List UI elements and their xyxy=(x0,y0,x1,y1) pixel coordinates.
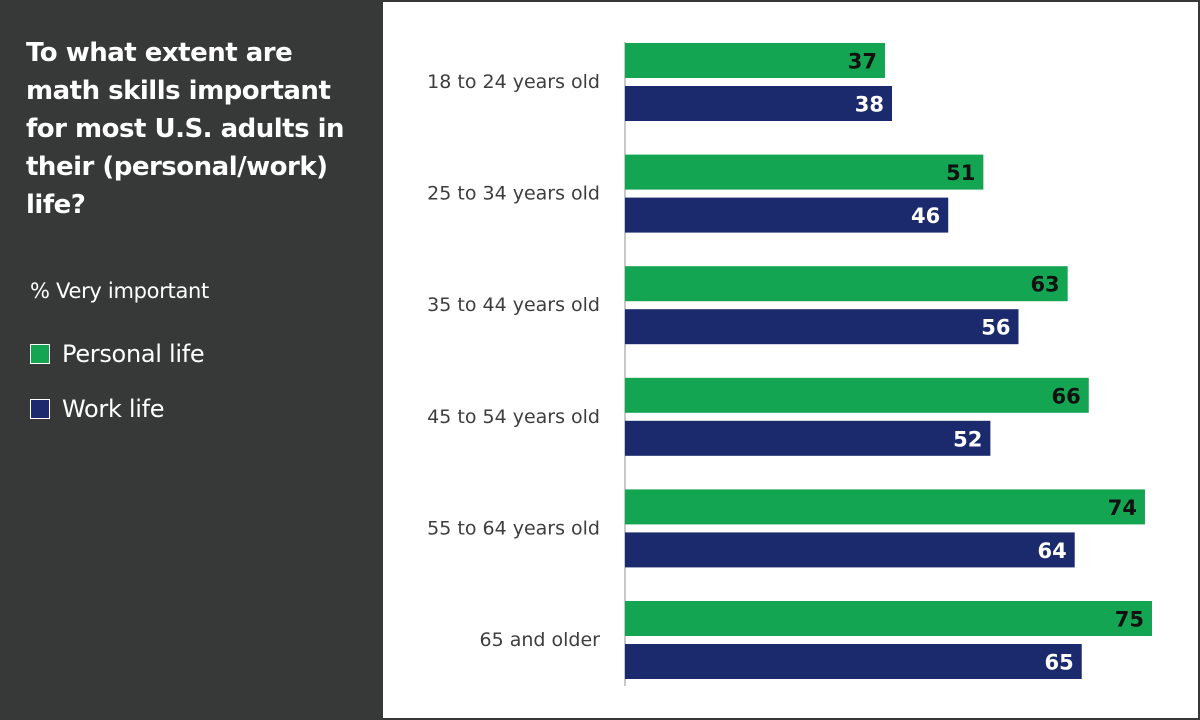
left-panel: To what extent are math skills important… xyxy=(0,0,383,720)
data-label-work-life-45-to-54-years-old: 52 xyxy=(953,427,982,451)
legend-label-personal-life: Personal life xyxy=(62,340,205,368)
legend-label-work-life: Work life xyxy=(62,395,165,423)
chart-panel: 37 38 18 to 24 years old 51 46 25 to 34 years… xyxy=(383,2,1198,718)
category-label-65-and-older: 65 and older xyxy=(480,629,601,651)
legend-item-work-life: Work life xyxy=(30,391,204,427)
data-label-personal-life-55-to-64-years-old: 74 xyxy=(1108,496,1137,520)
category-label-55-to-64-years-old: 55 to 64 years old xyxy=(427,517,600,539)
chart-subtitle: % Very important xyxy=(30,279,209,303)
bar-work-life-55-to-64-years-old xyxy=(625,532,1075,568)
data-label-work-life-55-to-64-years-old: 64 xyxy=(1037,539,1066,563)
data-label-work-life-25-to-34-years-old: 46 xyxy=(911,204,940,228)
category-label-25-to-34-years-old: 25 to 34 years old xyxy=(427,183,600,205)
legend: Personal life Work life xyxy=(30,336,205,446)
bar-work-life-65-and-older xyxy=(625,644,1082,679)
data-label-work-life-18-to-24-years-old: 38 xyxy=(855,93,884,117)
data-label-work-life-35-to-44-years-old: 56 xyxy=(981,316,1010,340)
data-label-personal-life-18-to-24-years-old: 37 xyxy=(848,50,877,74)
bar-personal-life-65-and-older xyxy=(625,601,1152,636)
legend-item-personal-life: Personal life xyxy=(30,336,205,372)
category-label-18-to-24-years-old: 18 to 24 years old xyxy=(427,71,600,93)
bar-personal-life-45-to-54-years-old xyxy=(625,377,1089,413)
bar-personal-life-25-to-34-years-old xyxy=(625,154,984,190)
bar-personal-life-55-to-64-years-old xyxy=(625,489,1145,525)
bar-personal-life-35-to-44-years-old xyxy=(625,266,1068,302)
chart-title: To what extent are math skills important… xyxy=(26,38,345,220)
category-label-35-to-44-years-old: 35 to 44 years old xyxy=(427,294,600,316)
legend-swatch-personal-life xyxy=(30,344,50,364)
data-label-personal-life-65-and-older: 75 xyxy=(1115,608,1144,632)
category-label-45-to-54-years-old: 45 to 54 years old xyxy=(427,406,600,428)
legend-swatch-work-life xyxy=(30,399,50,419)
bar-work-life-25-to-34-years-old xyxy=(625,197,949,233)
bar-work-life-35-to-44-years-old xyxy=(625,309,1019,345)
bar-work-life-45-to-54-years-old xyxy=(625,420,991,456)
bar-work-life-18-to-24-years-old xyxy=(625,86,893,121)
data-label-work-life-65-and-older: 65 xyxy=(1044,651,1073,675)
data-label-personal-life-25-to-34-years-old: 51 xyxy=(946,161,975,185)
data-label-personal-life-35-to-44-years-old: 63 xyxy=(1030,273,1059,297)
data-label-personal-life-45-to-54-years-old: 66 xyxy=(1052,384,1081,408)
bar-personal-life-18-to-24-years-old xyxy=(625,43,885,78)
